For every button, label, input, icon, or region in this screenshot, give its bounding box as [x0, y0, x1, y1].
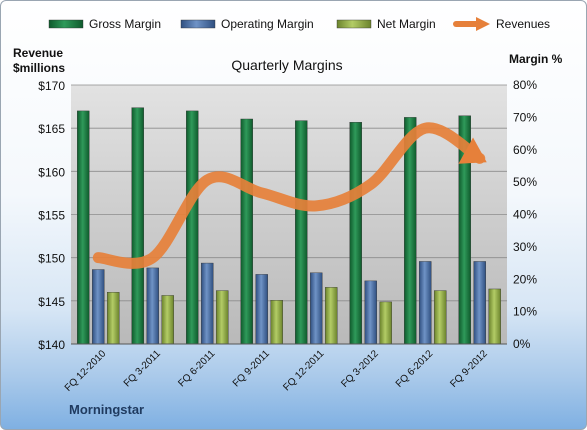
- category-label: FQ 9-2011: [231, 348, 272, 389]
- revenue-line: [92, 122, 487, 269]
- left-tick-label: $170: [38, 79, 65, 93]
- revenue-line-path: [92, 122, 486, 269]
- legend-label: Operating Margin: [221, 17, 314, 31]
- legend-label: Revenues: [496, 17, 550, 31]
- bar-net-margin: [216, 290, 229, 345]
- revenue-arrowhead: [458, 137, 487, 164]
- bar-net-margin: [434, 290, 447, 345]
- bar-operating-margin: [473, 261, 486, 345]
- legend-swatch-net-margin: [336, 19, 372, 29]
- bar-net-margin: [270, 300, 283, 345]
- right-tick-label: 0%: [513, 337, 531, 351]
- left-tick-label: $145: [38, 295, 65, 309]
- left-tick-label: $155: [38, 209, 65, 223]
- right-tick-label: 70%: [513, 110, 537, 124]
- left-tick-label: $160: [38, 165, 65, 179]
- bar-operating-margin: [310, 272, 323, 345]
- bar-operating-margin: [419, 261, 432, 345]
- legend-arrow-revenues: [476, 17, 490, 31]
- bar-operating-margin: [364, 280, 377, 345]
- right-tick-label: 50%: [513, 175, 537, 189]
- bar-net-margin: [161, 295, 174, 345]
- right-tick-label: 20%: [513, 272, 537, 286]
- bar-operating-margin: [255, 274, 268, 345]
- right-tick-label: 30%: [513, 240, 537, 254]
- bar-gross-margin: [349, 122, 362, 345]
- left-tick-label: $140: [38, 338, 65, 352]
- bar-gross-margin: [77, 110, 90, 345]
- bar-gross-margin: [186, 110, 199, 345]
- bar-operating-margin: [146, 267, 159, 345]
- left-axis-title-line1: Revenue: [13, 46, 63, 60]
- left-tick-label: $150: [38, 252, 65, 266]
- category-label: FQ 3-2012: [339, 348, 381, 390]
- right-tick-label: 10%: [513, 305, 537, 319]
- right-tick-label: 60%: [513, 143, 537, 157]
- category-label: FQ 9-2012: [448, 348, 490, 390]
- bar-net-margin: [325, 287, 338, 345]
- right-axis-title: Margin %: [509, 52, 563, 66]
- bar-net-margin: [379, 301, 392, 345]
- right-tick-label: 80%: [513, 78, 537, 92]
- right-tick-label: 40%: [513, 208, 537, 222]
- left-tick-label: $165: [38, 122, 65, 136]
- bar-net-margin: [488, 288, 501, 345]
- category-label: FQ 6-2012: [394, 348, 436, 390]
- category-label: FQ 3-2011: [122, 348, 163, 389]
- bar-gross-margin: [131, 107, 144, 345]
- chart-title: Quarterly Margins: [231, 57, 342, 73]
- bar-net-margin: [107, 292, 120, 345]
- legend-label: Net Margin: [377, 17, 436, 31]
- category-label: FQ 12-2010: [63, 348, 109, 394]
- category-label: FQ 6-2011: [176, 348, 217, 389]
- source-label: Morningstar: [69, 402, 145, 417]
- legend-label: Gross Margin: [89, 17, 161, 31]
- legend-swatch-operating-margin: [180, 19, 216, 29]
- category-label: FQ 12-2011: [281, 348, 326, 393]
- legend-swatch-gross-margin: [48, 19, 84, 29]
- bar-gross-margin: [240, 118, 253, 345]
- bar-operating-margin: [201, 262, 214, 345]
- bar-gross-margin: [295, 120, 308, 345]
- left-axis-title-line2: $millions: [13, 61, 65, 75]
- bar-operating-margin: [92, 269, 105, 345]
- legend: Gross Margin Operating Margin Net Margin Re…: [48, 17, 550, 31]
